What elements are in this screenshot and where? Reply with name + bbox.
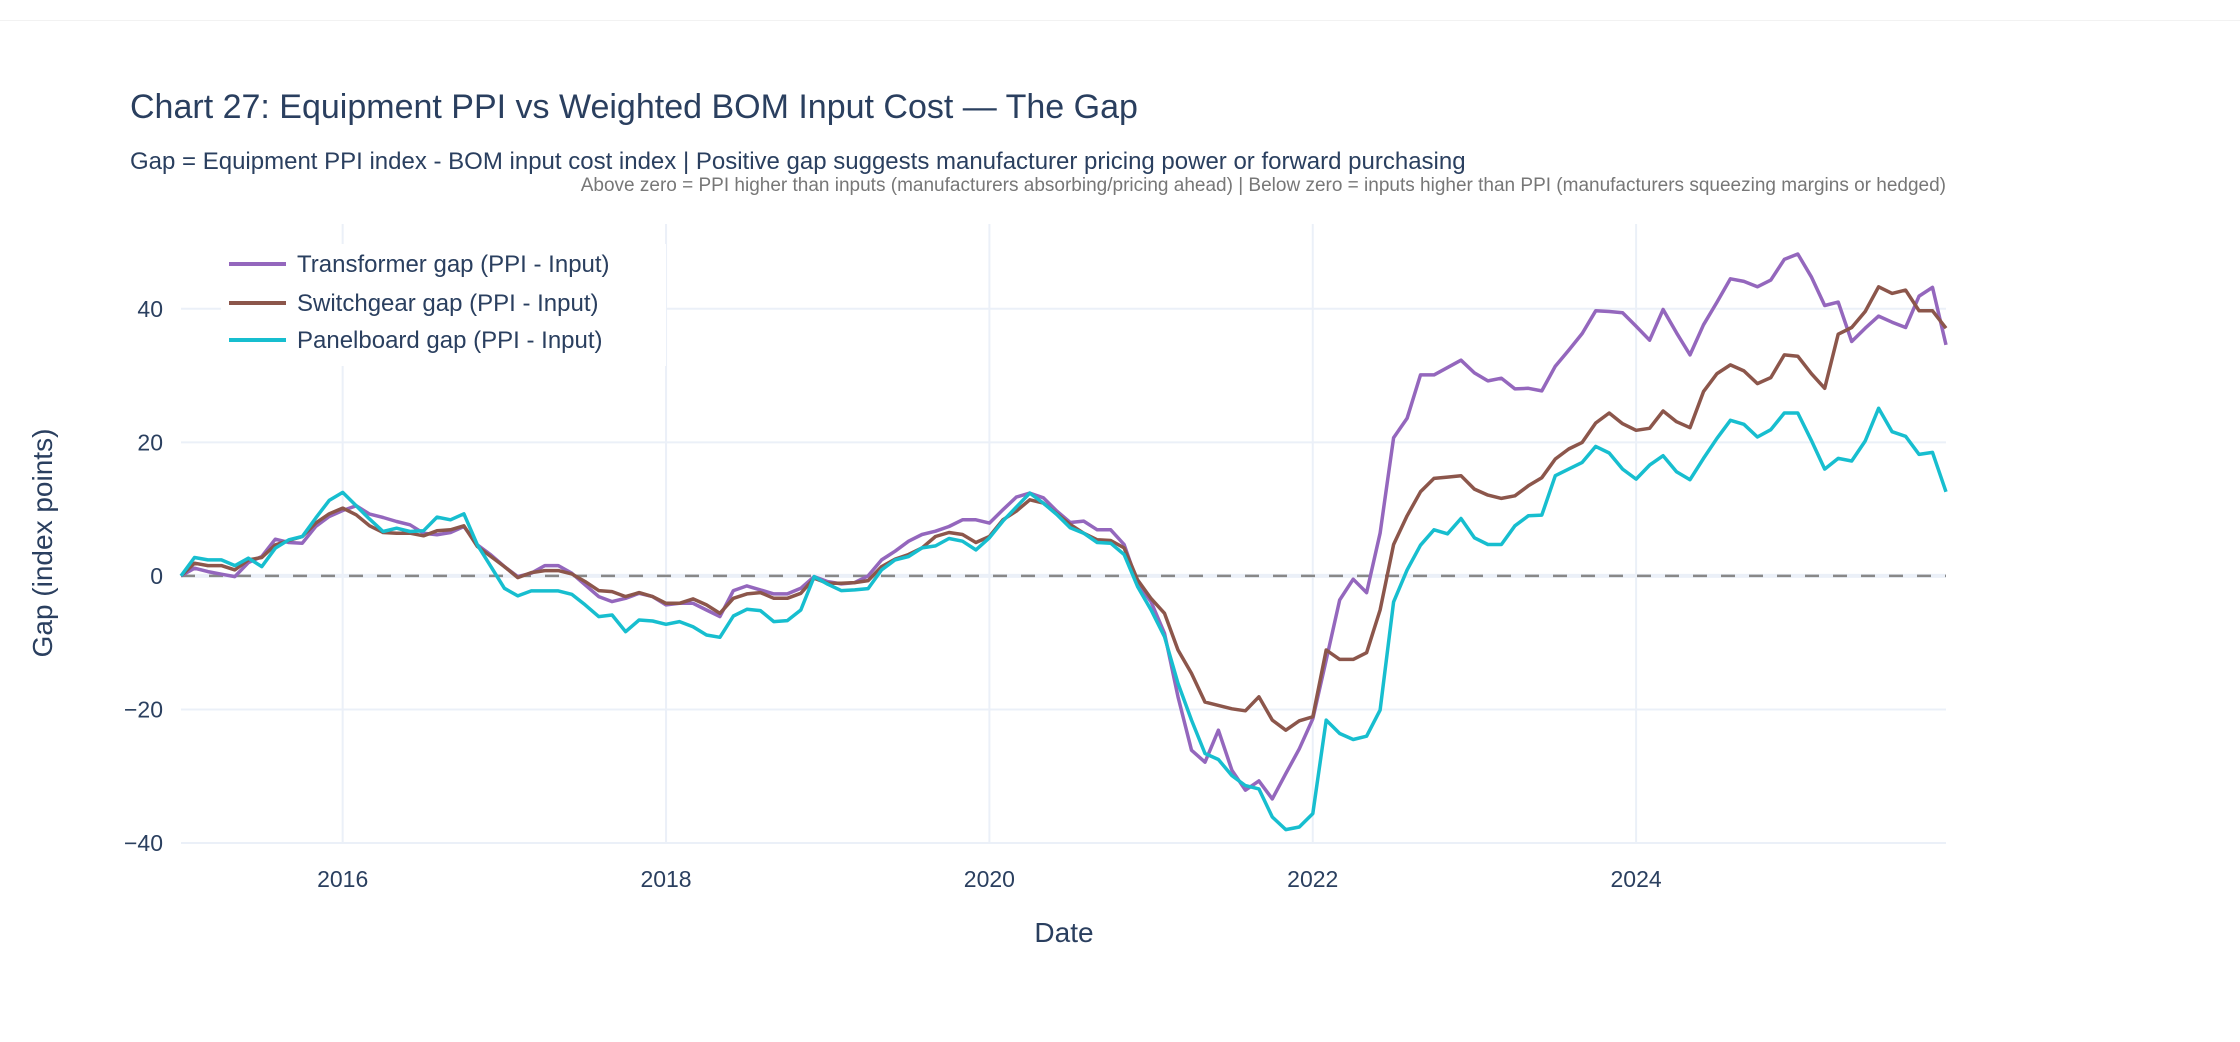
top-divider: [0, 20, 2240, 21]
y-tick-label: 20: [137, 429, 163, 455]
legend-item-label[interactable]: Transformer gap (PPI - Input): [297, 251, 610, 278]
y-tick-label: −40: [124, 830, 163, 856]
legend: Transformer gap (PPI - Input) Switchgear …: [221, 244, 666, 366]
x-tick-label: 2024: [1611, 866, 1662, 892]
chart-title: Chart 27: Equipment PPI vs Weighted BOM …: [130, 88, 1138, 126]
y-tick-label: 0: [150, 563, 163, 589]
x-axis-ticks: 2016 2018 2020 2022 2024: [317, 866, 1662, 892]
chart-annotation: Above zero = PPI higher than inputs (man…: [580, 175, 1946, 196]
x-tick-label: 2018: [640, 866, 691, 892]
y-axis-title: Gap (index points): [27, 429, 58, 658]
grid-lines: [181, 224, 1946, 844]
chart-subtitle: Gap = Equipment PPI index - BOM input co…: [130, 148, 1466, 175]
series-lines: [179, 252, 1948, 832]
series-line-panelboard: [179, 406, 1948, 832]
x-tick-label: 2016: [317, 866, 368, 892]
legend-item-label[interactable]: Panelboard gap (PPI - Input): [297, 327, 603, 354]
legend-item-label[interactable]: Switchgear gap (PPI - Input): [297, 290, 598, 317]
y-axis-ticks: −40 −20 0 20 40: [124, 296, 163, 856]
x-tick-label: 2020: [964, 866, 1015, 892]
legend-background: [221, 244, 666, 366]
y-tick-label: −20: [124, 696, 163, 722]
y-tick-label: 40: [137, 296, 163, 322]
x-axis-title: Date: [1034, 917, 1093, 948]
x-tick-label: 2022: [1287, 866, 1338, 892]
